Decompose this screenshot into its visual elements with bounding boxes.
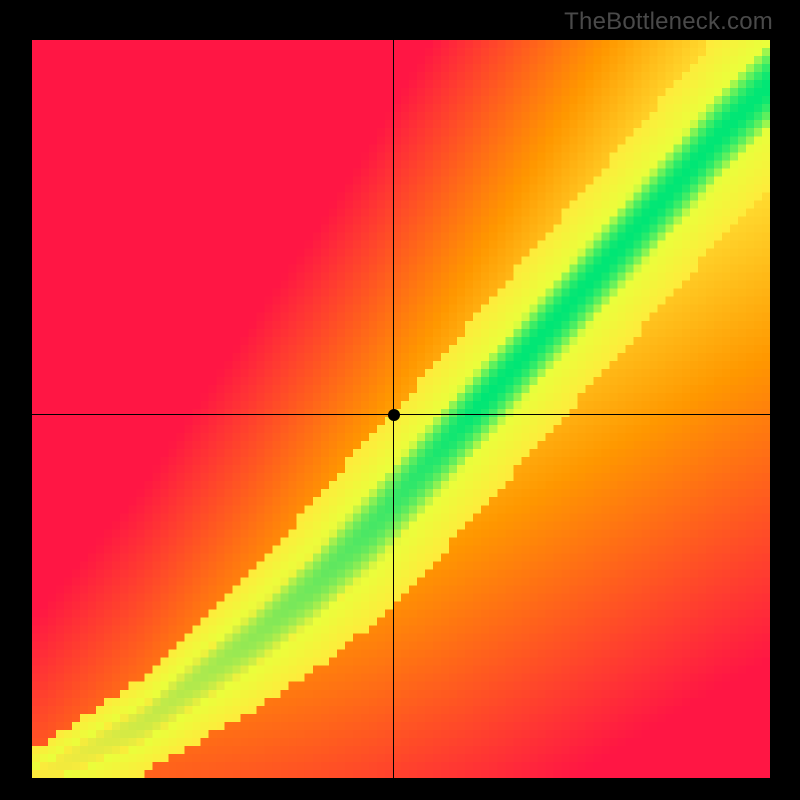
crosshair-horizontal — [32, 414, 770, 415]
heatmap-canvas — [32, 40, 770, 778]
attribution-watermark: TheBottleneck.com — [564, 8, 773, 36]
heatmap-plot — [32, 40, 770, 778]
selection-marker — [388, 409, 400, 421]
